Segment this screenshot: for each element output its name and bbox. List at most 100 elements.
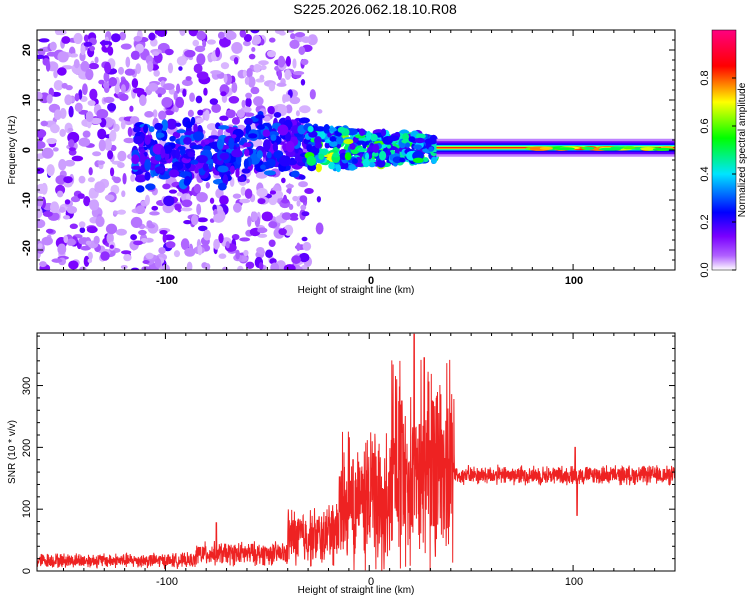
noise-blob xyxy=(80,44,86,56)
noise-blob xyxy=(206,39,216,45)
snr-y-axis-label: SNR (10 * v/v) xyxy=(7,420,18,484)
noise-blob xyxy=(219,115,229,121)
transition-blob xyxy=(324,141,330,149)
snr-x-tick-label: 0 xyxy=(368,576,374,588)
signal-blob xyxy=(144,159,151,171)
noise-blob xyxy=(317,109,323,114)
noise-blob xyxy=(88,167,93,176)
noise-blob xyxy=(138,229,147,236)
noise-blob xyxy=(74,93,80,102)
noise-blob xyxy=(210,70,222,75)
noise-blob xyxy=(173,250,181,258)
noise-blob xyxy=(301,36,311,44)
noise-blob xyxy=(245,92,252,99)
noise-blob xyxy=(78,175,86,184)
noise-blob xyxy=(53,79,64,91)
noise-blob xyxy=(37,243,43,249)
noise-blob xyxy=(247,215,252,228)
noise-blob xyxy=(120,120,126,130)
colorbar-tick-label: 0.0 xyxy=(699,262,711,277)
noise-blob xyxy=(37,140,46,150)
noise-blob xyxy=(286,188,292,194)
noise-blob xyxy=(147,61,154,72)
noise-blob xyxy=(209,98,219,105)
noise-blob xyxy=(86,226,98,234)
signal-blob xyxy=(133,136,144,145)
noise-blob xyxy=(250,30,260,34)
signal-blob xyxy=(131,165,142,170)
noise-blob xyxy=(162,183,171,190)
signal-blob xyxy=(243,117,253,126)
signal-blob xyxy=(244,148,250,157)
noise-blob xyxy=(231,233,240,240)
spectrogram-y-tick-label: 20 xyxy=(21,44,33,56)
signal-blob xyxy=(177,145,186,151)
noise-blob xyxy=(211,103,222,113)
noise-blob xyxy=(109,244,115,249)
noise-blob xyxy=(96,108,109,119)
transition-blob xyxy=(327,132,332,138)
noise-blob xyxy=(295,110,300,117)
noise-blob xyxy=(39,261,47,268)
noise-blob xyxy=(57,67,67,76)
signal-blob xyxy=(298,117,311,124)
noise-blob xyxy=(219,37,231,48)
signal-blob xyxy=(145,183,156,191)
noise-blob xyxy=(41,236,53,246)
noise-blob xyxy=(188,30,199,37)
noise-blob xyxy=(127,126,133,137)
transition-blob xyxy=(368,162,376,168)
noise-blob xyxy=(115,228,128,236)
noise-blob xyxy=(197,217,208,223)
signal-blob xyxy=(193,123,198,134)
noise-blob xyxy=(42,211,53,217)
noise-blob xyxy=(245,261,255,269)
noise-blob xyxy=(288,203,294,211)
noise-blob xyxy=(64,159,76,167)
noise-blob xyxy=(270,262,280,270)
transition-blob xyxy=(371,151,379,157)
noise-blob xyxy=(192,39,200,47)
noise-blob xyxy=(79,266,87,270)
signal-blob xyxy=(183,136,192,145)
transition-blob xyxy=(405,142,411,148)
noise-blob xyxy=(45,228,54,234)
snr-y-tick-label: 200 xyxy=(21,439,33,457)
transition-blob xyxy=(315,163,322,173)
noise-blob xyxy=(209,197,215,204)
colorbar-label: Normalized spectral amplitude xyxy=(737,82,748,217)
carrier-blob xyxy=(539,146,554,150)
noise-blob xyxy=(85,111,94,123)
signal-blob xyxy=(195,154,208,164)
transition-blob xyxy=(428,146,434,152)
noise-blob xyxy=(253,63,261,73)
noise-blob xyxy=(299,105,311,114)
noise-blob xyxy=(78,137,91,147)
signal-blob xyxy=(231,134,237,139)
carrier-blob xyxy=(652,147,674,151)
noise-blob xyxy=(296,242,301,252)
noise-blob xyxy=(261,211,273,222)
transition-blob xyxy=(365,130,372,141)
noise-blob xyxy=(183,220,192,225)
carrier-blob xyxy=(552,147,575,151)
transition-blob xyxy=(343,138,354,145)
spectrogram-heatmap xyxy=(37,30,675,270)
noise-blob xyxy=(180,238,190,251)
noise-blob xyxy=(135,205,146,214)
noise-blob xyxy=(247,76,256,88)
signal-blob xyxy=(298,174,306,180)
noise-blob xyxy=(93,235,100,245)
noise-blob xyxy=(66,238,76,246)
transition-blob xyxy=(415,133,426,139)
spectrogram-x-tick-label: -100 xyxy=(156,275,178,287)
noise-blob xyxy=(132,87,145,94)
noise-blob xyxy=(104,61,112,74)
signal-blob xyxy=(285,150,296,158)
spectrogram-y-tick-label: 10 xyxy=(21,94,33,106)
noise-blob xyxy=(59,128,66,137)
noise-blob xyxy=(287,30,295,33)
signal-blob xyxy=(273,111,282,118)
noise-blob xyxy=(297,266,303,270)
spectrogram-panel: -100 0 100 Height of straight line (km) … xyxy=(7,29,676,296)
